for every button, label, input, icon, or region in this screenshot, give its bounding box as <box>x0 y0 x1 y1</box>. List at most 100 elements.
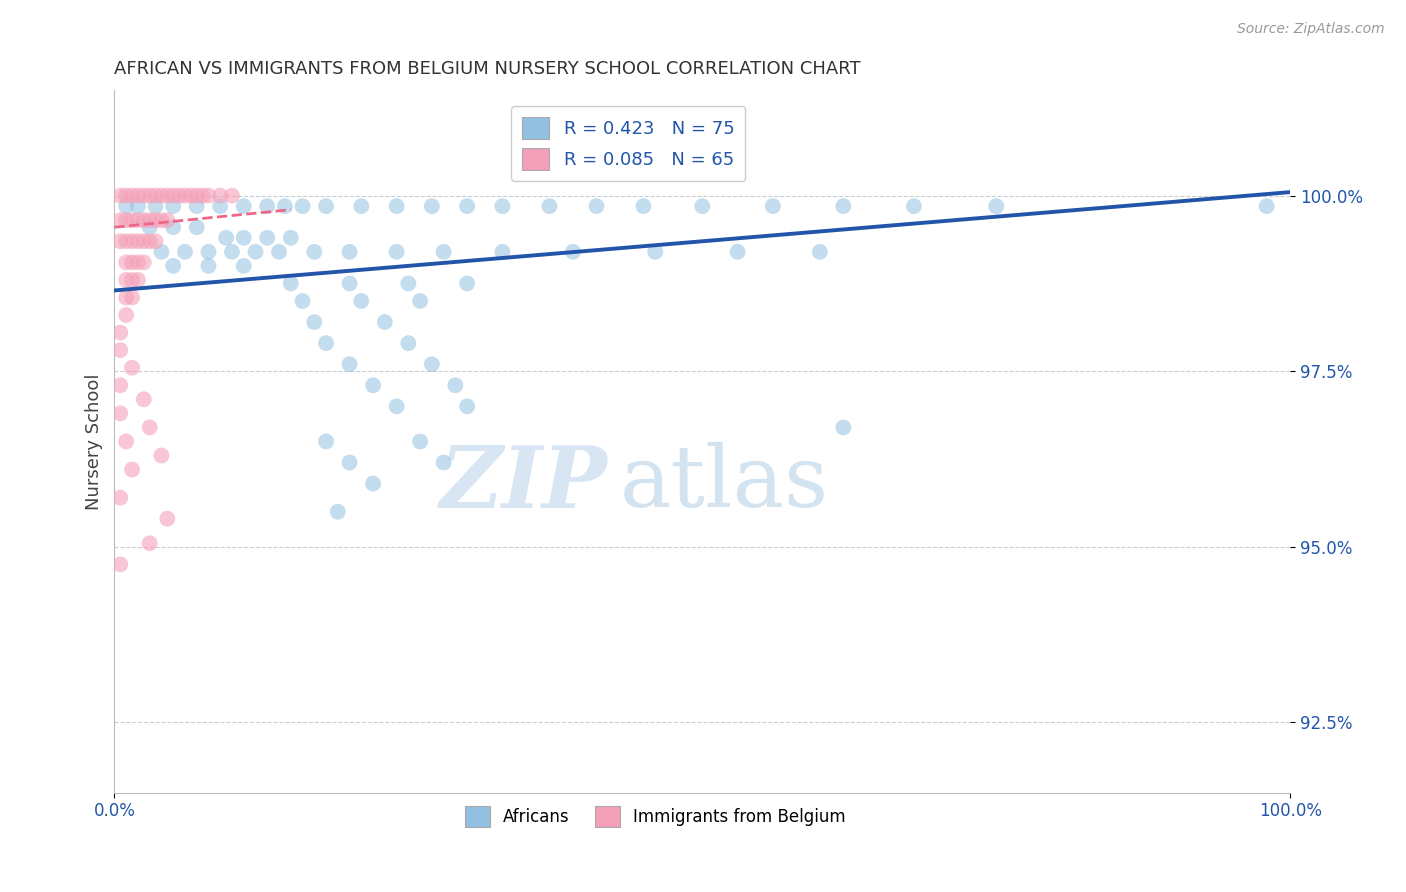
Point <box>538 199 561 213</box>
Point <box>110 378 132 392</box>
Point <box>385 244 408 259</box>
Point <box>145 213 167 227</box>
Point <box>304 244 326 259</box>
Y-axis label: Nursery School: Nursery School <box>86 373 103 509</box>
Point <box>132 234 155 248</box>
Point <box>110 558 132 572</box>
Point <box>138 188 160 202</box>
Point <box>444 378 467 392</box>
Point <box>280 277 302 291</box>
Point <box>115 290 138 304</box>
Point <box>291 293 314 308</box>
Point <box>256 199 278 213</box>
Point <box>121 255 143 269</box>
Point <box>409 434 432 449</box>
Point <box>156 512 179 526</box>
Point <box>115 273 138 287</box>
Point <box>808 244 831 259</box>
Point <box>420 357 443 371</box>
Point <box>162 188 184 202</box>
Point <box>110 213 132 227</box>
Point <box>396 336 419 351</box>
Point <box>110 406 132 420</box>
Point <box>221 188 243 202</box>
Point <box>232 259 254 273</box>
Point <box>339 244 361 259</box>
Point <box>121 360 143 375</box>
Point <box>304 315 326 329</box>
Point <box>209 199 232 213</box>
Point <box>121 213 143 227</box>
Point <box>115 234 138 248</box>
Point <box>132 188 155 202</box>
Point <box>138 420 160 434</box>
Point <box>115 308 138 322</box>
Point <box>339 277 361 291</box>
Point <box>138 234 160 248</box>
Point <box>138 220 160 235</box>
Point <box>197 244 219 259</box>
Point <box>491 244 513 259</box>
Point <box>110 343 132 358</box>
Point <box>127 188 149 202</box>
Text: Source: ZipAtlas.com: Source: ZipAtlas.com <box>1237 22 1385 37</box>
Point <box>326 505 349 519</box>
Point <box>245 244 267 259</box>
Point <box>127 213 149 227</box>
Point <box>162 220 184 235</box>
Point <box>762 199 785 213</box>
Point <box>121 234 143 248</box>
Legend: Africans, Immigrants from Belgium: Africans, Immigrants from Belgium <box>458 800 852 833</box>
Point <box>256 231 278 245</box>
Point <box>456 199 478 213</box>
Point <box>191 188 214 202</box>
Point <box>132 255 155 269</box>
Point <box>150 213 173 227</box>
Point <box>197 259 219 273</box>
Point <box>315 336 337 351</box>
Point <box>121 290 143 304</box>
Point <box>145 234 167 248</box>
Point <box>138 536 160 550</box>
Point <box>832 199 855 213</box>
Point <box>644 244 666 259</box>
Point <box>150 188 173 202</box>
Point <box>385 400 408 414</box>
Point <box>1256 199 1278 213</box>
Point <box>456 277 478 291</box>
Point <box>433 456 456 470</box>
Point <box>361 378 384 392</box>
Point <box>585 199 607 213</box>
Text: AFRICAN VS IMMIGRANTS FROM BELGIUM NURSERY SCHOOL CORRELATION CHART: AFRICAN VS IMMIGRANTS FROM BELGIUM NURSE… <box>114 60 860 78</box>
Point <box>315 434 337 449</box>
Point <box>350 293 373 308</box>
Point <box>145 188 167 202</box>
Point <box>186 220 208 235</box>
Point <box>267 244 290 259</box>
Point <box>132 392 155 407</box>
Point <box>145 199 167 213</box>
Point <box>186 199 208 213</box>
Point <box>132 213 155 227</box>
Point <box>420 199 443 213</box>
Point <box>456 400 478 414</box>
Point <box>274 199 297 213</box>
Point <box>127 255 149 269</box>
Text: ZIP: ZIP <box>440 442 609 525</box>
Point <box>385 199 408 213</box>
Point <box>115 188 138 202</box>
Point <box>339 456 361 470</box>
Point <box>174 188 197 202</box>
Point <box>280 231 302 245</box>
Point <box>121 273 143 287</box>
Point <box>156 188 179 202</box>
Point <box>110 234 132 248</box>
Point <box>115 213 138 227</box>
Point <box>186 188 208 202</box>
Point <box>215 231 238 245</box>
Point <box>221 244 243 259</box>
Point <box>110 188 132 202</box>
Point <box>291 199 314 213</box>
Point <box>396 277 419 291</box>
Point <box>121 188 143 202</box>
